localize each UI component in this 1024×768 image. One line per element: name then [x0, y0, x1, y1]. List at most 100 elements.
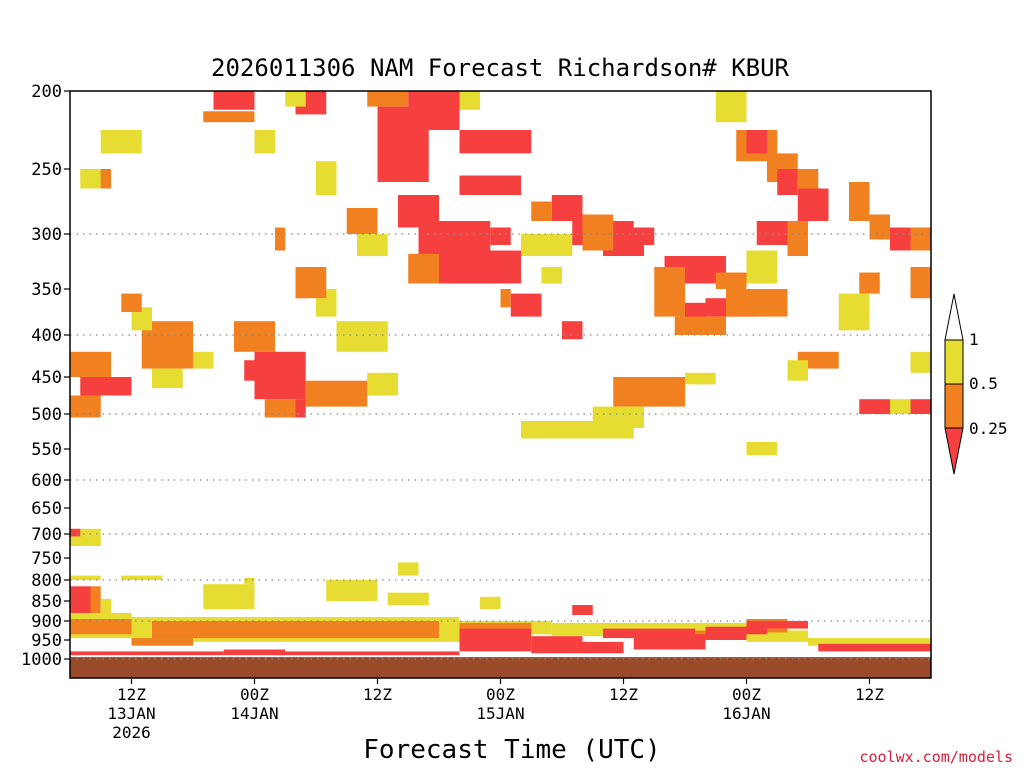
- y-tick-label: 500: [31, 405, 62, 425]
- ri-cell: [70, 528, 81, 537]
- ri-cell: [398, 562, 419, 576]
- ri-cell: [234, 321, 275, 352]
- ri-cell: [254, 130, 275, 154]
- ri-cell: [910, 267, 931, 299]
- ri-cell: [367, 372, 398, 396]
- ri-cell: [70, 575, 101, 580]
- ri-cell: [859, 272, 880, 294]
- ri-cell: [387, 592, 429, 605]
- y-tick-label: 1000: [21, 650, 62, 670]
- ri-cell: [131, 307, 152, 331]
- x-tick-label: 00Z: [240, 685, 269, 704]
- colorbar-segment: [944, 383, 964, 429]
- y-tick-label: 750: [31, 549, 62, 569]
- ri-cell: [408, 253, 439, 284]
- ri-cell: [305, 380, 368, 407]
- x-tick-label: 12Z: [117, 685, 146, 704]
- ri-cell: [152, 621, 439, 639]
- ri-cell: [459, 628, 532, 652]
- x-tick-date: 14JAN: [230, 704, 278, 723]
- ri-cell: [521, 421, 634, 439]
- ri-cell: [459, 130, 532, 154]
- ri-cell: [275, 651, 460, 656]
- y-tick-label: 850: [31, 592, 62, 612]
- ri-cell: [838, 293, 870, 331]
- ri-cell: [70, 586, 91, 613]
- y-tick-label: 450: [31, 368, 62, 388]
- ri-cell: [244, 577, 255, 585]
- colorbar-legend: 1 0.5 0.25: [944, 293, 1008, 475]
- y-tick-label: 550: [31, 440, 62, 460]
- ri-cell: [70, 351, 111, 377]
- ri-cell: [531, 201, 552, 221]
- ri-cell: [193, 351, 214, 369]
- ri-cell: [746, 442, 778, 456]
- y-tick-label: 950: [31, 631, 62, 651]
- ri-cell: [295, 283, 306, 299]
- ri-cell: [869, 214, 890, 240]
- ri-cell: [480, 596, 501, 609]
- ri-cell: [797, 188, 829, 221]
- ri-cell: [459, 622, 532, 633]
- ri-cell: [746, 130, 767, 154]
- x-tick-label: 00Z: [732, 685, 761, 704]
- ri-cell: [80, 169, 101, 189]
- ri-cell: [633, 634, 706, 650]
- ri-cell: [746, 630, 808, 642]
- ri-cell: [100, 598, 111, 613]
- colorbar-label: 0.25: [969, 419, 1008, 438]
- x-tick-label: 12Z: [609, 685, 638, 704]
- ri-cell: [777, 169, 798, 195]
- ri-cell: [326, 580, 378, 601]
- ri-cell: [264, 399, 296, 418]
- ri-cell: [223, 649, 286, 656]
- ri-cell: [336, 321, 388, 352]
- ri-cell: [541, 267, 562, 284]
- ri-cell: [767, 621, 808, 629]
- ri-cell: [357, 234, 388, 256]
- ri-cell: [510, 293, 542, 317]
- ri-cell: [715, 272, 747, 289]
- ri-cell: [70, 619, 132, 635]
- ri-cell: [285, 91, 306, 107]
- ri-cell: [90, 586, 101, 613]
- ri-cell: [910, 351, 931, 373]
- x-tick-year: 2026: [112, 723, 151, 742]
- y-tick-label: 800: [31, 571, 62, 591]
- x-tick-label: 12Z: [363, 685, 392, 704]
- y-tick-label: 350: [31, 280, 62, 300]
- ri-cell: [674, 316, 726, 335]
- y-tick-label: 700: [31, 525, 62, 545]
- plot-area: [70, 91, 931, 678]
- x-tick-date: 16JAN: [722, 704, 770, 723]
- y-tick-label: 650: [31, 499, 62, 519]
- ri-cell: [910, 227, 931, 251]
- y-tick-label: 200: [31, 82, 62, 102]
- y-tick-label: 400: [31, 326, 62, 346]
- ri-cell: [562, 321, 583, 340]
- ri-cell: [367, 91, 409, 107]
- plot-frame: [69, 90, 932, 679]
- ri-cell: [787, 221, 808, 256]
- ri-cell: [490, 227, 511, 245]
- y-tick-label: 250: [31, 160, 62, 180]
- ri-cell: [910, 399, 931, 414]
- ri-cell: [705, 626, 747, 640]
- ri-cell: [859, 399, 890, 414]
- ri-cell: [582, 641, 624, 654]
- ri-cell: [551, 195, 583, 221]
- ri-cell: [131, 638, 193, 646]
- x-tick-date: 15JAN: [476, 704, 524, 723]
- ri-cell: [726, 289, 788, 317]
- ri-cell: [890, 399, 911, 414]
- credit-link[interactable]: coolwx.com/models: [859, 748, 1013, 766]
- y-tick-label: 300: [31, 225, 62, 245]
- ri-cell: [715, 91, 747, 123]
- ri-cell: [459, 91, 480, 110]
- ri-cell: [685, 372, 716, 385]
- ri-cell: [152, 368, 183, 389]
- ri-cell: [654, 267, 685, 317]
- ri-cell: [746, 621, 767, 635]
